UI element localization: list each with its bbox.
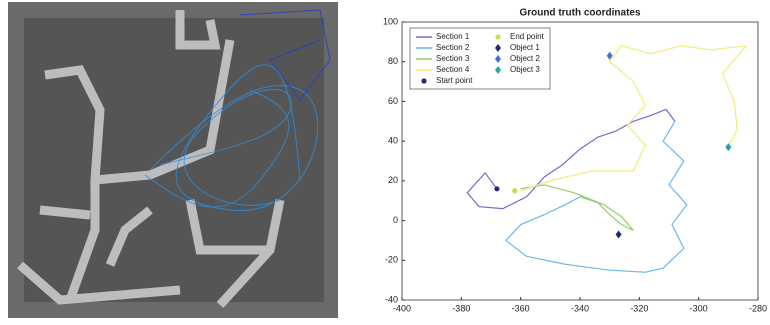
point-marker bbox=[512, 188, 517, 193]
map-floor bbox=[24, 18, 324, 302]
y-tick-label: -20 bbox=[385, 255, 398, 265]
legend-label: Section 3 bbox=[436, 54, 470, 63]
y-tick-label: 0 bbox=[393, 215, 398, 225]
legend-label: Section 2 bbox=[436, 43, 470, 52]
x-tick-label: -340 bbox=[571, 303, 589, 313]
legend-label: Start point bbox=[436, 76, 473, 85]
legend-label: Object 2 bbox=[510, 54, 540, 63]
figure: Ground truth coordinates -400-380-360-34… bbox=[0, 0, 770, 320]
y-tick-label: 20 bbox=[388, 175, 398, 185]
legend-label: Section 4 bbox=[436, 65, 470, 74]
x-tick-label: -360 bbox=[512, 303, 530, 313]
legend-label: Object 3 bbox=[510, 65, 540, 74]
legend-label: End point bbox=[510, 32, 545, 41]
y-tick-label: 80 bbox=[388, 56, 398, 66]
point-marker bbox=[494, 186, 499, 191]
legend-swatch bbox=[495, 34, 500, 39]
map-photo bbox=[8, 2, 338, 318]
x-tick-label: -280 bbox=[749, 303, 767, 313]
corridor bbox=[40, 210, 90, 215]
y-tick-label: 60 bbox=[388, 96, 398, 106]
x-tick-label: -400 bbox=[393, 303, 411, 313]
y-tick-label: -40 bbox=[385, 294, 398, 304]
legend-swatch bbox=[421, 78, 426, 83]
legend-label: Object 1 bbox=[510, 43, 540, 52]
legend-label: Section 1 bbox=[436, 32, 470, 41]
y-tick-label: 40 bbox=[388, 136, 398, 146]
x-tick-label: -300 bbox=[690, 303, 708, 313]
page: {"chart_data": {"type": "line", "title":… bbox=[0, 0, 770, 320]
x-tick-label: -320 bbox=[630, 303, 648, 313]
chart-title: Ground truth coordinates bbox=[519, 8, 641, 19]
x-tick-label: -380 bbox=[452, 303, 470, 313]
y-tick-label: 100 bbox=[383, 16, 398, 26]
